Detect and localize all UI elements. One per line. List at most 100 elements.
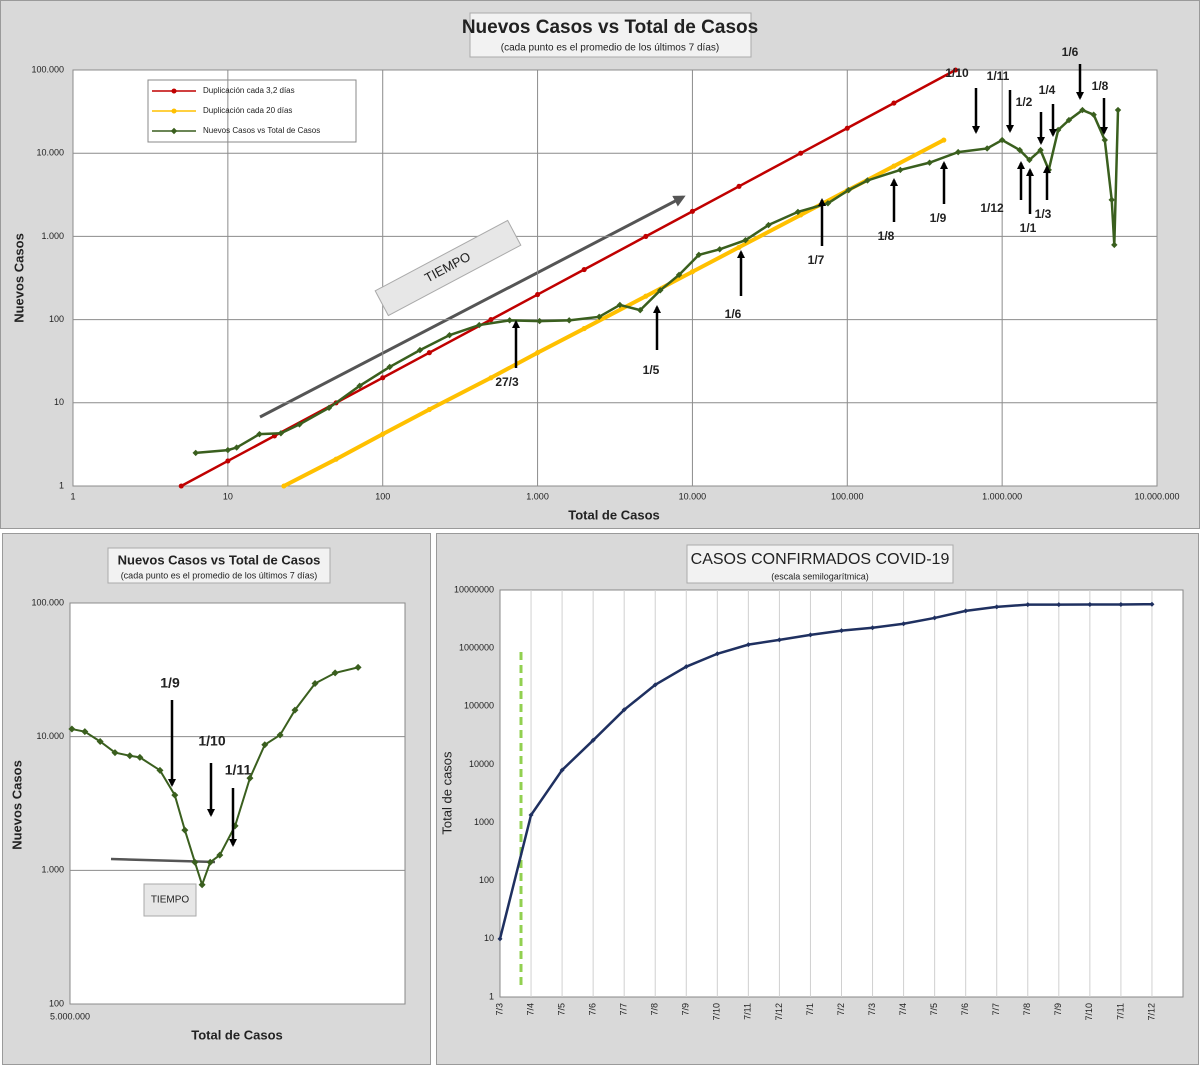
- x-tick-label: 7/4: [525, 1003, 535, 1016]
- data-point: [216, 851, 224, 859]
- data-point: [426, 350, 432, 356]
- data-point: [742, 237, 749, 244]
- y-tick-label: 1.000: [41, 865, 64, 875]
- data-point: [170, 127, 178, 135]
- data-line: [498, 602, 1152, 940]
- data-point: [616, 301, 624, 309]
- annotation: 1/8: [1092, 79, 1109, 93]
- annotation: 1/11: [225, 762, 252, 778]
- data-point: [171, 88, 177, 94]
- data-point: [952, 67, 959, 73]
- data-point: [864, 177, 871, 184]
- title-box: [107, 547, 331, 584]
- annotation: 1/12: [980, 201, 1004, 215]
- x-tick-label: 7/11: [1115, 1003, 1125, 1020]
- data-point: [380, 431, 386, 437]
- data-point: [225, 458, 231, 464]
- data-point: [798, 212, 804, 218]
- y-tick-label: 100: [49, 314, 64, 324]
- data-point: [224, 446, 232, 454]
- x-tick-label: 7/11: [743, 1003, 753, 1020]
- data-point: [246, 774, 254, 782]
- legend-label: Duplicación cada 20 días: [203, 106, 292, 115]
- data-point: [171, 108, 177, 114]
- data-point: [261, 741, 269, 749]
- chart-subtitle: (escala semilogarítmica): [771, 571, 869, 581]
- data-point: [535, 291, 541, 298]
- data-point: [276, 731, 284, 739]
- data-point: [954, 148, 962, 156]
- annotation: 1/8: [878, 229, 895, 243]
- y-tick-label: 100: [49, 998, 64, 1008]
- plot-area: [69, 602, 406, 1005]
- data-point: [695, 251, 703, 259]
- data-point: [1065, 116, 1073, 124]
- data-point: [765, 221, 772, 229]
- data-point: [126, 752, 134, 760]
- data-point: [637, 306, 644, 314]
- annotation-box: [143, 883, 197, 917]
- data-point: [998, 136, 1006, 144]
- data-point: [311, 679, 319, 687]
- data-point: [386, 363, 393, 371]
- x-tick-label: 7/12: [1146, 1003, 1156, 1021]
- x-tick-label: 7/2: [836, 1003, 846, 1016]
- x-tick-label: 10: [223, 491, 233, 501]
- data-point: [536, 317, 543, 325]
- data-point: [643, 233, 649, 239]
- annotation: TIEMPO: [151, 895, 190, 906]
- x-tick-label: 7/12: [774, 1003, 784, 1021]
- y-tick-label: 1000: [474, 817, 494, 827]
- chart-title: Nuevos Casos vs Total de Casos: [118, 552, 321, 567]
- data-point: [277, 430, 285, 437]
- annotation: 27/3: [495, 375, 519, 389]
- data-point: [1079, 106, 1086, 114]
- x-tick-label: 7/4: [898, 1003, 908, 1016]
- data-point: [745, 642, 751, 648]
- data-point: [897, 166, 904, 174]
- annotation: 1/7: [808, 253, 825, 267]
- data-point: [296, 421, 303, 428]
- y-tick-label: 100.000: [31, 64, 64, 74]
- annotation: 1/11: [987, 69, 1010, 83]
- y-tick-label: 10.000: [36, 148, 64, 158]
- data-point: [333, 456, 339, 462]
- x-tick-label: 100: [375, 491, 390, 501]
- chart-subtitle: (cada punto es el promedio de los último…: [501, 43, 719, 54]
- data-point: [206, 858, 214, 866]
- x-tick-label: 7/7: [991, 1003, 1001, 1016]
- title-box: [469, 12, 752, 58]
- data-point: [535, 350, 541, 356]
- y-tick-label: 10000: [469, 759, 494, 769]
- data-point: [192, 449, 199, 457]
- data-point: [963, 608, 969, 614]
- x-tick-label: 7/5: [929, 1003, 939, 1016]
- data-point: [839, 628, 844, 634]
- data-point: [416, 346, 424, 354]
- data-point: [845, 186, 852, 194]
- y-tick-label: 1000000: [459, 643, 494, 653]
- annotation: 1/3: [1035, 207, 1052, 221]
- data-point: [136, 753, 144, 761]
- annotation: 1/10: [945, 66, 969, 80]
- y-tick-label: 1: [489, 991, 494, 1001]
- annotation: 1/9: [160, 675, 180, 691]
- x-tick-label: 100.000: [831, 491, 864, 501]
- data-point: [291, 706, 299, 714]
- y-axis-label: Nuevos Casos: [11, 233, 26, 323]
- x-tick-label: 7/9: [1053, 1003, 1063, 1016]
- data-point: [675, 271, 683, 279]
- data-point: [716, 246, 723, 253]
- data-point: [178, 483, 184, 489]
- x-tick-label: 7/3: [494, 1003, 504, 1016]
- data-point: [446, 331, 453, 339]
- data-point: [1016, 146, 1023, 154]
- y-axis-label: Total de casos: [439, 751, 454, 835]
- y-tick-label: 10: [484, 933, 494, 943]
- data-point: [994, 604, 1000, 610]
- data-point: [1090, 111, 1097, 118]
- x-tick-label: 1.000.000: [982, 491, 1022, 501]
- x-tick-label: 7/9: [681, 1003, 691, 1016]
- annotation: 1/4: [1039, 83, 1056, 97]
- data-point: [794, 208, 802, 216]
